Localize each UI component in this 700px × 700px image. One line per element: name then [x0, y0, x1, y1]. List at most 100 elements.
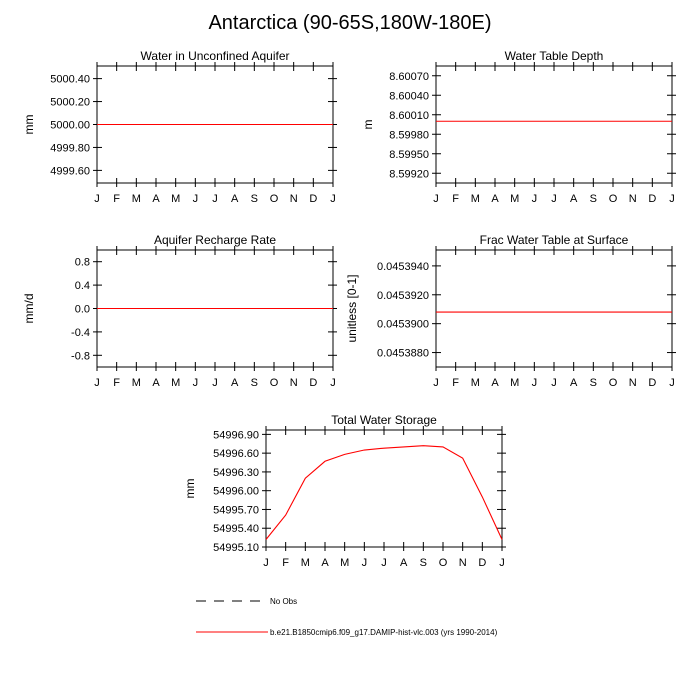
y-tick-label: 0.0 [75, 304, 90, 316]
y-tick-label: 0.4 [75, 280, 90, 292]
x-tick-label: M [132, 377, 141, 389]
y-tick-label: 54995.10 [213, 542, 259, 554]
x-tick-label: F [113, 377, 120, 389]
legend-label-model: b.e21.B1850cmip6.f09_g17.DAMIP-hist-vlc.… [270, 628, 498, 637]
x-tick-label: D [648, 377, 656, 389]
x-tick-label: A [570, 193, 578, 205]
x-tick-label: D [478, 557, 486, 569]
chart-title: Frac Water Table at Surface [480, 233, 629, 247]
x-tick-label: S [420, 557, 427, 569]
y-tick-label: 5000.40 [50, 74, 90, 86]
x-tick-label: J [362, 557, 368, 569]
y-tick-label: 54996.30 [213, 467, 259, 479]
x-tick-label: M [171, 193, 180, 205]
x-tick-label: J [551, 193, 557, 205]
x-tick-label: J [669, 193, 675, 205]
x-tick-label: S [590, 377, 597, 389]
legend-label-no-obs: No Obs [270, 597, 297, 606]
x-tick-label: S [251, 377, 258, 389]
x-tick-label: A [152, 193, 160, 205]
x-tick-label: A [570, 377, 578, 389]
x-tick-label: A [231, 193, 239, 205]
x-tick-label: S [251, 193, 258, 205]
y-tick-label: -0.4 [71, 327, 90, 339]
x-tick-label: M [471, 377, 480, 389]
y-tick-label: 8.59980 [389, 129, 429, 141]
x-tick-label: N [629, 377, 637, 389]
y-tick-label: 0.0453880 [377, 348, 429, 360]
x-tick-label: A [152, 377, 160, 389]
x-tick-label: D [309, 377, 317, 389]
x-tick-label: M [301, 557, 310, 569]
x-tick-label: A [491, 377, 499, 389]
x-tick-label: N [629, 193, 637, 205]
chart-title: Water in Unconfined Aquifer [141, 49, 290, 63]
x-tick-label: O [439, 557, 448, 569]
y-tick-label: 8.60010 [389, 110, 429, 122]
x-tick-label: J [212, 377, 218, 389]
y-axis-label: mm/d [22, 294, 36, 324]
x-tick-label: M [510, 377, 519, 389]
y-tick-label: 54995.40 [213, 523, 259, 535]
x-tick-label: J [330, 193, 336, 205]
x-tick-label: J [381, 557, 387, 569]
x-tick-label: J [193, 193, 199, 205]
plot-frame [265, 429, 503, 548]
x-tick-label: A [491, 193, 499, 205]
x-tick-label: M [510, 193, 519, 205]
y-tick-label: 5000.20 [50, 97, 90, 109]
legend-entry-no-obs: No Obs [196, 597, 297, 606]
x-tick-label: J [532, 377, 538, 389]
legend-entry-model: b.e21.B1850cmip6.f09_g17.DAMIP-hist-vlc.… [196, 628, 498, 637]
y-tick-label: 5000.00 [50, 120, 90, 132]
chart-title: Total Water Storage [331, 413, 437, 427]
y-tick-label: 8.59950 [389, 149, 429, 161]
y-tick-label: 54996.60 [213, 448, 259, 460]
page-title: Antarctica (90-65S,180W-180E) [208, 12, 492, 34]
legend: No Obs b.e21.B1850cmip6.f09_g17.DAMIP-hi… [196, 597, 498, 637]
chart-title: Water Table Depth [505, 49, 604, 63]
chart-title: Aquifer Recharge Rate [154, 233, 276, 247]
y-tick-label: 0.0453940 [377, 261, 429, 273]
x-tick-label: J [94, 377, 100, 389]
x-tick-label: J [669, 377, 675, 389]
x-tick-label: J [433, 193, 439, 205]
x-tick-label: J [193, 377, 199, 389]
x-tick-label: O [270, 193, 279, 205]
y-tick-label: 0.0453920 [377, 290, 429, 302]
y-tick-label: 8.60040 [389, 90, 429, 102]
y-tick-label: 8.59920 [389, 168, 429, 180]
x-tick-label: M [471, 193, 480, 205]
chart-panel-4: Frac Water Table at Surface unitless [0-1… [345, 233, 676, 389]
x-tick-label: F [452, 193, 459, 205]
x-tick-label: J [532, 193, 538, 205]
x-tick-label: J [330, 377, 336, 389]
plot-frame [435, 65, 673, 184]
x-tick-label: J [94, 193, 100, 205]
x-tick-label: S [590, 193, 597, 205]
x-tick-label: M [171, 377, 180, 389]
y-axis-label: m [361, 120, 375, 130]
y-tick-label: 54996.90 [213, 429, 259, 441]
y-axis-label: mm [22, 115, 36, 135]
x-tick-label: A [400, 557, 408, 569]
x-tick-label: F [452, 377, 459, 389]
x-tick-label: N [290, 193, 298, 205]
x-tick-label: M [132, 193, 141, 205]
series-line [265, 445, 503, 540]
y-tick-label: 4999.80 [50, 142, 90, 154]
x-tick-label: N [290, 377, 298, 389]
x-tick-label: F [282, 557, 289, 569]
y-tick-label: 54995.70 [213, 504, 259, 516]
x-tick-label: D [648, 193, 656, 205]
y-tick-label: 0.8 [75, 257, 90, 269]
x-tick-label: J [433, 377, 439, 389]
x-tick-label: A [321, 557, 329, 569]
x-tick-label: O [270, 377, 279, 389]
plot-frame [435, 249, 673, 368]
y-axis-label: unitless [0-1] [345, 274, 359, 342]
